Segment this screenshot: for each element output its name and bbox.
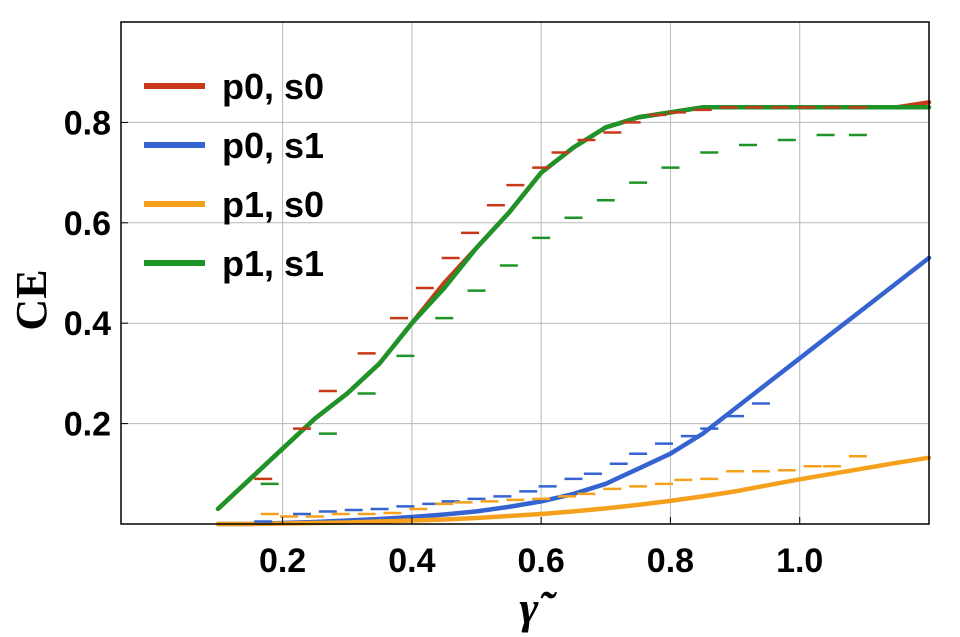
y-axis-ticks: 0.2 0.4 0.6 0.8	[64, 104, 128, 444]
series-points	[254, 106, 867, 523]
grid	[121, 22, 929, 524]
x-tick-label: 0.8	[647, 542, 694, 580]
y-axis-title: CE	[7, 269, 56, 330]
x-tick-label: 0.2	[259, 542, 306, 580]
legend-label: p0, s1	[222, 125, 324, 166]
legend-label: p0, s0	[222, 66, 324, 107]
legend-label: p1, s0	[222, 184, 324, 225]
legend: p0, s0 p0, s1 p1, s0 p1, s1	[144, 66, 324, 284]
y-tick-label: 0.2	[64, 406, 111, 444]
y-tick-label: 0.4	[64, 305, 111, 343]
x-tick-label: 0.6	[518, 542, 565, 580]
x-tick-label: 1.0	[776, 542, 823, 580]
series-line	[215, 455, 932, 527]
x-axis-ticks: 0.2 0.4 0.6 0.8 1.0	[259, 517, 823, 580]
x-tick-label: 0.4	[388, 542, 435, 580]
plot-frame	[120, 21, 930, 525]
y-tick-label: 0.8	[64, 104, 111, 142]
y-tick-label: 0.6	[64, 205, 111, 243]
legend-label: p1, s1	[222, 243, 324, 284]
